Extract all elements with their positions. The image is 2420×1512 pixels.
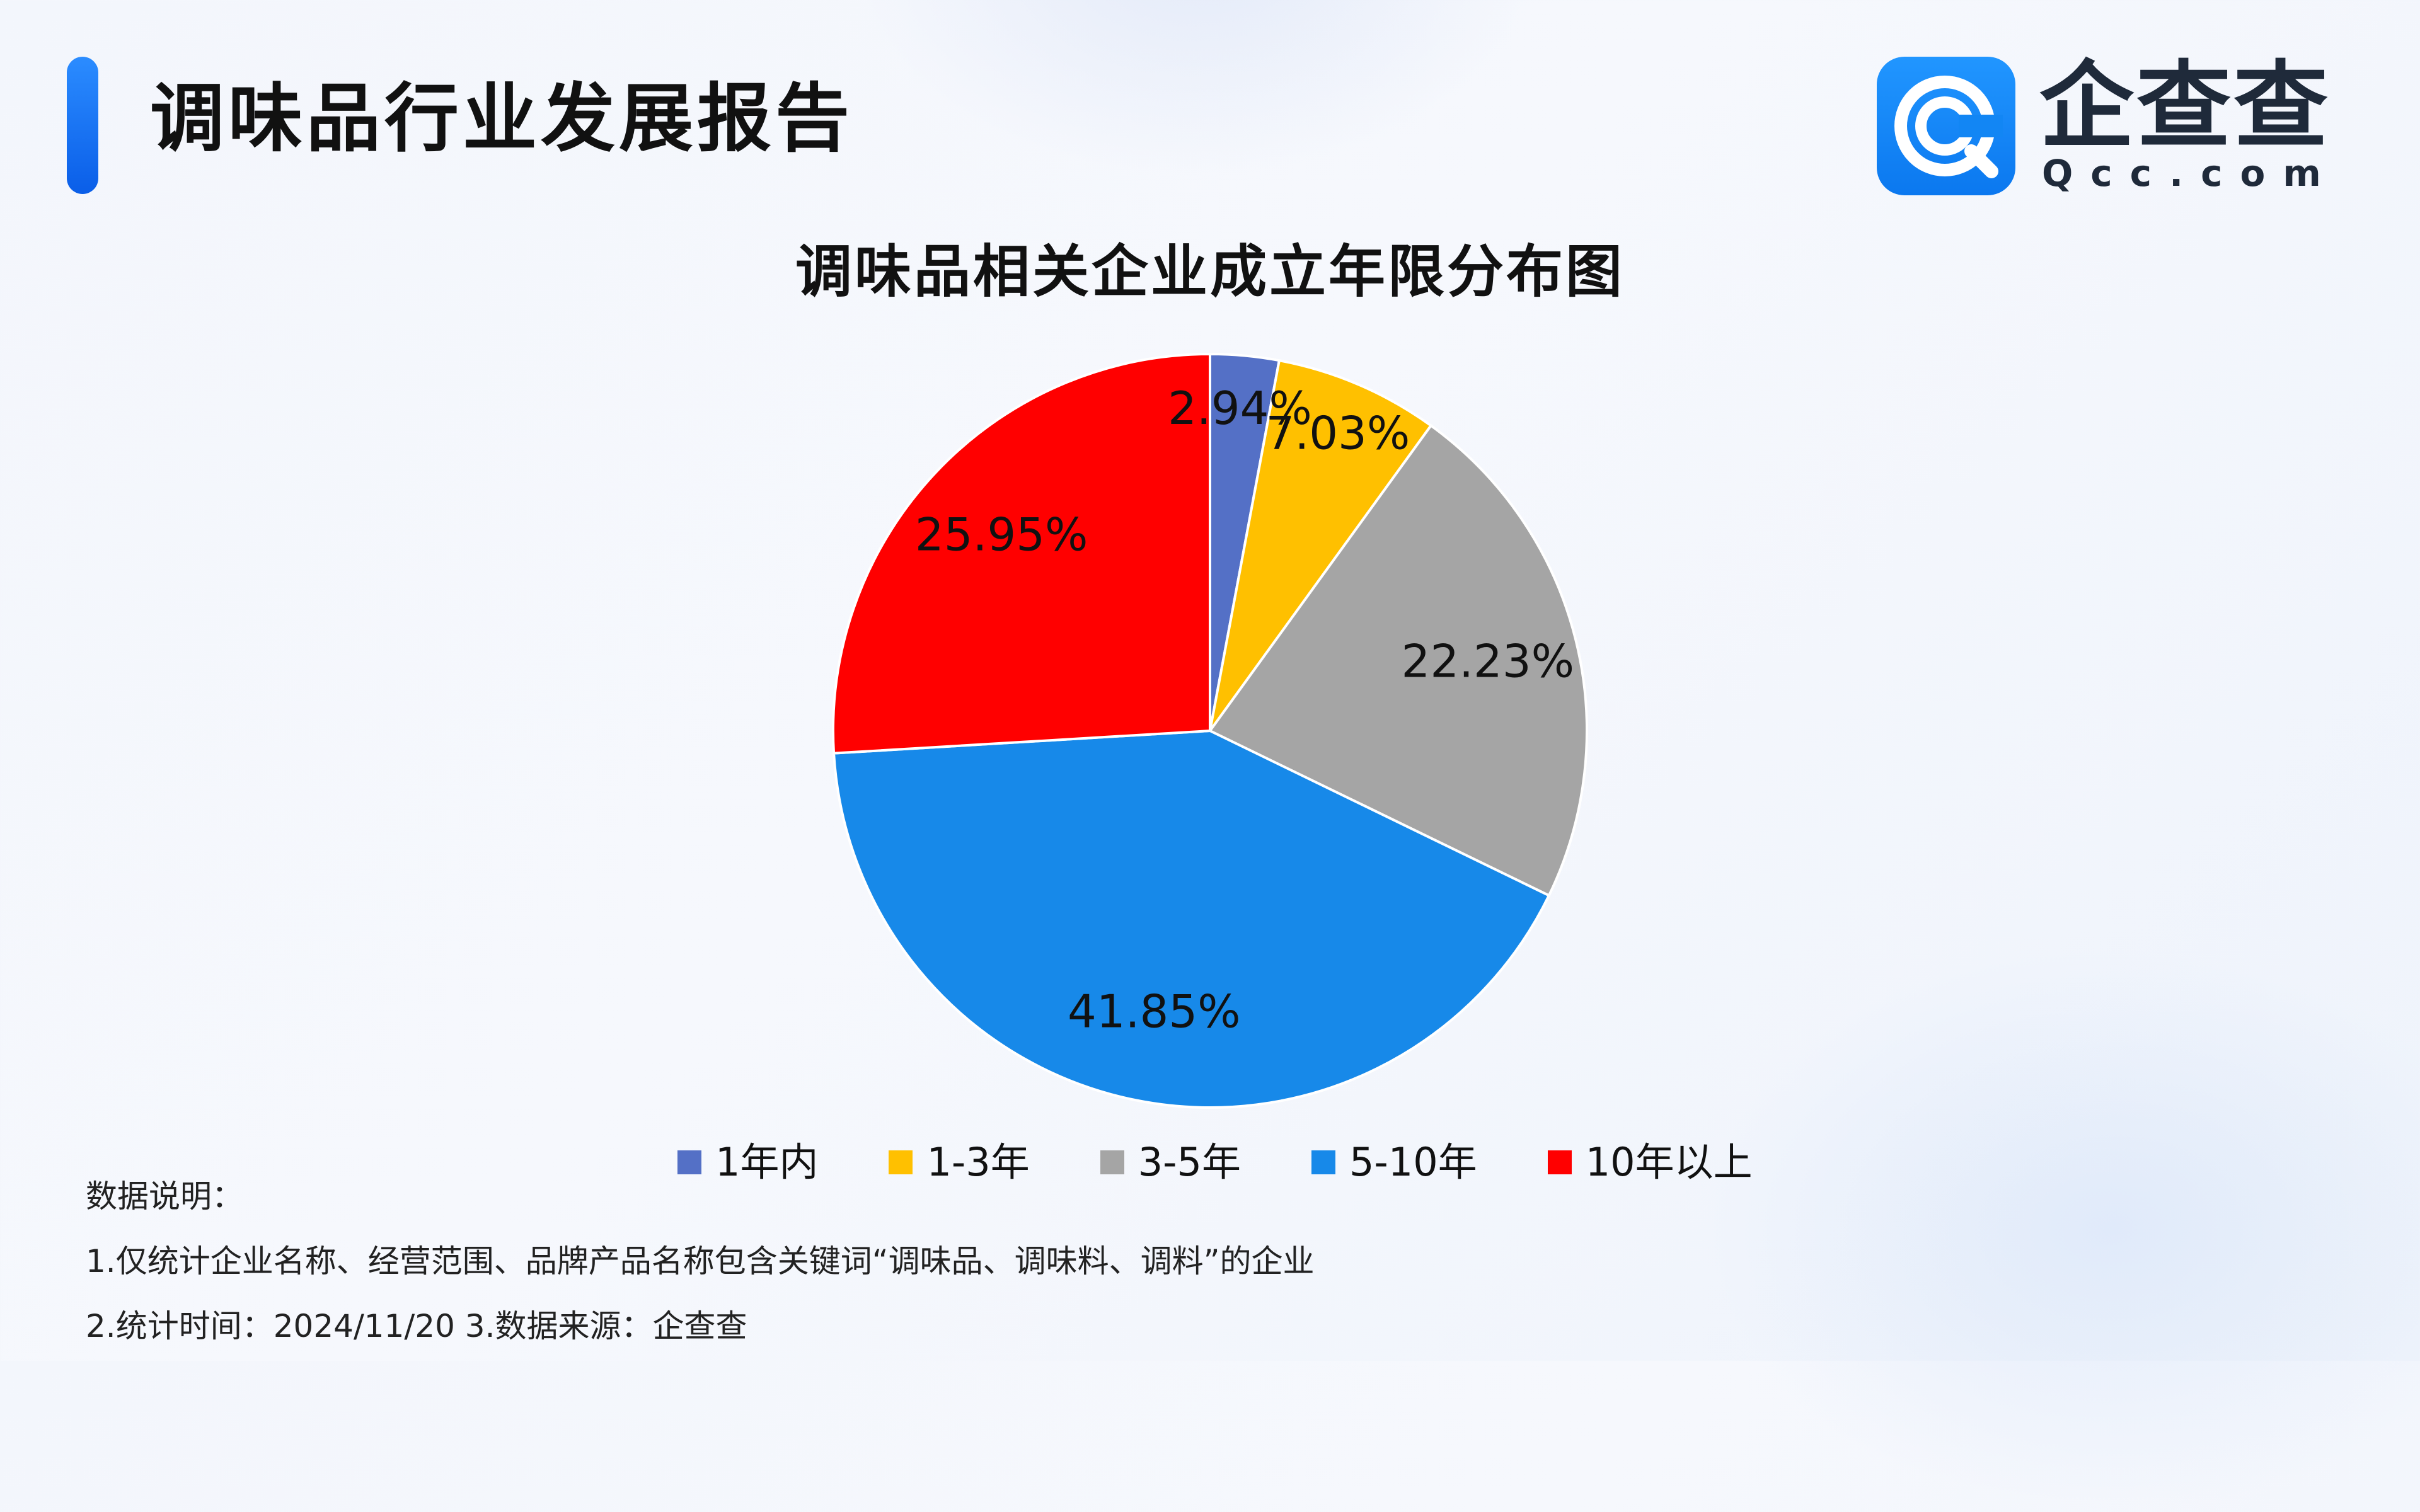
- title-accent-bar: [67, 57, 98, 194]
- page-title: 调味品行业发展报告: [150, 75, 854, 162]
- pie-data-label-4: 25.95%: [915, 508, 1088, 561]
- notes-line-1: 1.仅统计企业名称、经营范围、品牌产品名称包含关键词“调味品、调味料、调料”的企…: [86, 1243, 1315, 1280]
- pie-slice-3: [832, 729, 1551, 1109]
- pie-data-label-2: 22.23%: [1402, 634, 1575, 687]
- notes-heading: 数据说明：: [86, 1178, 243, 1215]
- data-notes: 数据说明： 1.仅统计企业名称、经营范围、品牌产品名称包含关键词“调味品、调味料…: [86, 1164, 1315, 1359]
- legend-label: 10年以上: [1585, 1139, 1753, 1185]
- legend-label: 3-5年: [1138, 1139, 1241, 1185]
- chart-legend: 1年内 1-3年 3-5年 5-10年 10年以上: [677, 1134, 1823, 1191]
- pie-chart: 2.94%7.03% 22.23% 41.85% 25.95%: [832, 352, 1588, 1109]
- legend-swatch: [1100, 1150, 1124, 1174]
- legend-item-4: 10年以上: [1547, 1137, 1753, 1188]
- pie-data-label-0: 2.94%: [1168, 382, 1312, 435]
- chart-title: 调味品相关企业成立年限分布图: [795, 239, 1625, 305]
- pie-data-label-1: 7.03%: [1266, 406, 1410, 459]
- notes-line-2: 2.统计时间：2024/11/20 3.数据来源：企查查: [86, 1308, 747, 1344]
- legend-swatch: [677, 1150, 701, 1174]
- legend-swatch: [1547, 1150, 1572, 1174]
- legend-item-2: 3-5年: [1100, 1137, 1241, 1188]
- pie-slice-1: [1209, 358, 1433, 732]
- background-glow-bottom: [1702, 945, 2420, 1512]
- pie-data-label-3: 41.85%: [1068, 985, 1241, 1038]
- logo-subtext: Qcc.com: [2042, 152, 2339, 195]
- legend-item-1: 1-3年: [889, 1137, 1030, 1188]
- qcc-logo-icon: [1877, 57, 2015, 195]
- legend-swatch: [1311, 1150, 1335, 1174]
- pie-slice-2: [1207, 423, 1588, 898]
- legend-item-0: 1年内: [677, 1137, 818, 1188]
- legend-swatch: [889, 1150, 913, 1174]
- legend-label: 1-3年: [926, 1139, 1030, 1185]
- pie-slice-4: [832, 352, 1211, 755]
- logo-text: 企查查: [2039, 52, 2331, 161]
- legend-label: 5-10年: [1349, 1139, 1477, 1185]
- legend-label: 1年内: [715, 1139, 819, 1185]
- legend-item-3: 5-10年: [1311, 1137, 1477, 1188]
- background-glow-top: [851, 0, 1544, 176]
